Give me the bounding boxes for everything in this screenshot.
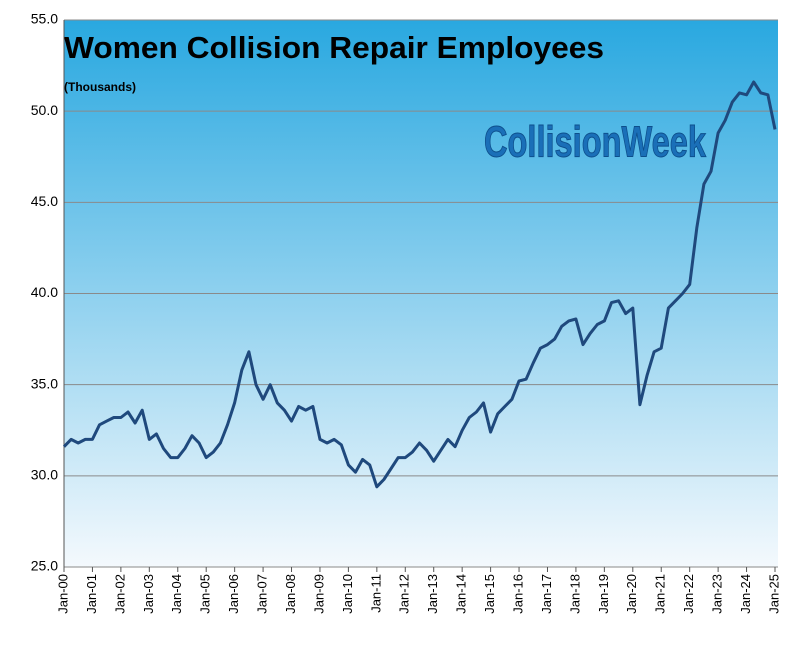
x-tick-label: Jan-10	[340, 574, 355, 614]
x-tick-label: Jan-02	[112, 574, 127, 614]
y-tick-label: 45.0	[31, 193, 58, 209]
y-tick-label: 55.0	[31, 11, 58, 27]
x-tick-label: Jan-00	[55, 574, 70, 614]
data-line	[62, 80, 777, 489]
y-tick-label: 25.0	[31, 558, 58, 574]
x-tick-label: Jan-19	[596, 574, 611, 614]
x-tick-label: Jan-11	[368, 574, 383, 613]
x-tick-label: Jan-21	[653, 574, 668, 614]
y-tick-label: 50.0	[31, 102, 58, 118]
x-tick-label: Jan-16	[510, 574, 525, 614]
x-tick-label: Jan-24	[738, 574, 753, 614]
x-tick-label: Jan-18	[567, 574, 582, 614]
x-tick-label: Jan-04	[169, 574, 184, 614]
y-tick-label: 30.0	[31, 467, 58, 483]
x-tick-label: Jan-01	[84, 574, 99, 614]
x-tick-label: Jan-15	[482, 574, 497, 614]
x-tick-label: Jan-08	[283, 574, 298, 614]
x-tick-label: Jan-05	[198, 574, 213, 614]
x-tick-label: Jan-25	[766, 574, 781, 614]
x-tick-label: Jan-03	[141, 574, 156, 614]
x-tick-label: Jan-07	[255, 574, 270, 614]
x-tick-label: Jan-14	[454, 574, 469, 614]
x-tick-label: Jan-17	[539, 574, 554, 614]
chart-title: Women Collision Repair Employees	[64, 30, 604, 65]
x-tick-label: Jan-09	[311, 574, 326, 614]
x-tick-label: Jan-12	[397, 574, 412, 614]
x-tick-label: Jan-13	[425, 574, 440, 614]
chart-subtitle: (Thousands)	[64, 80, 136, 94]
y-tick-label: 40.0	[31, 284, 58, 300]
watermark: CollisionWeek	[484, 118, 706, 167]
x-tick-label: Jan-22	[681, 574, 696, 614]
x-tick-label: Jan-20	[624, 574, 639, 614]
x-tick-label: Jan-06	[226, 574, 241, 614]
x-tick-label: Jan-23	[710, 574, 725, 614]
y-tick-label: 35.0	[31, 375, 58, 391]
